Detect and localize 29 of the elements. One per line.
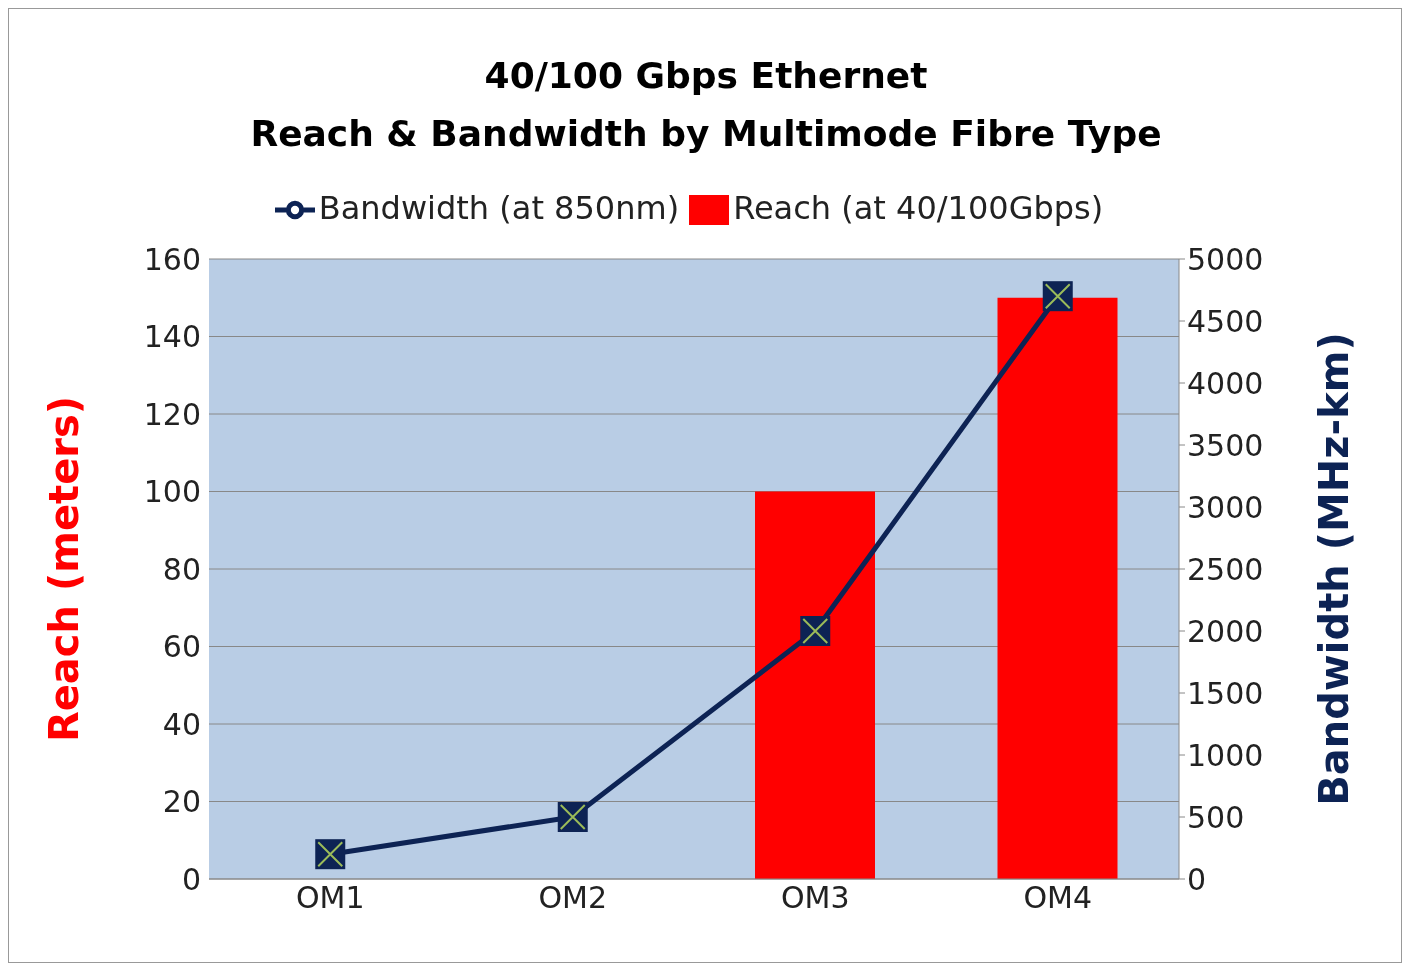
y2-tick-label: 2000 (1187, 613, 1264, 649)
y-tick-label: 80 (162, 551, 201, 587)
y-tick-label: 20 (162, 784, 201, 820)
legend-label: Bandwidth (at 850nm) (318, 189, 680, 227)
y2-tick-label: 4500 (1187, 303, 1264, 339)
y-tick-label: 100 (143, 474, 201, 510)
y-axis-title: Reach (meters) (41, 395, 87, 743)
y2-tick-label: 3500 (1187, 427, 1264, 463)
y2-tick-label: 500 (1187, 799, 1245, 835)
y-tick-label: 60 (162, 629, 201, 665)
chart-title: 40/100 Gbps Ethernet Reach & Bandwidth by Multimode Fibre Type (249, 54, 1163, 156)
y-tick-label: 40 (162, 706, 201, 742)
x-tick-label: OM1 (295, 880, 365, 916)
y2-tick-label: 5000 (1187, 241, 1264, 277)
y-tick-label: 140 (143, 319, 201, 355)
y2-tick-label: 0 (1187, 861, 1207, 897)
y2-tick-label: 1000 (1187, 737, 1264, 773)
y2-tick-label: 1500 (1187, 675, 1264, 711)
x-tick-label: OM3 (780, 880, 850, 916)
y2-tick-label: 4000 (1187, 365, 1264, 401)
y-tick-label: 120 (143, 396, 201, 432)
x-tick-label: OM2 (538, 880, 608, 916)
y-tick-label: 0 (181, 861, 201, 897)
y2-tick-label: 3000 (1187, 489, 1264, 525)
y-tick-label: 160 (143, 241, 201, 277)
y2-axis-title: Bandwidth (MHz-km) (1311, 332, 1357, 806)
x-tick-label: OM4 (1023, 880, 1093, 916)
legend-label: Reach (at 40/100Gbps) (733, 189, 1104, 227)
y2-tick-label: 2500 (1187, 551, 1264, 587)
